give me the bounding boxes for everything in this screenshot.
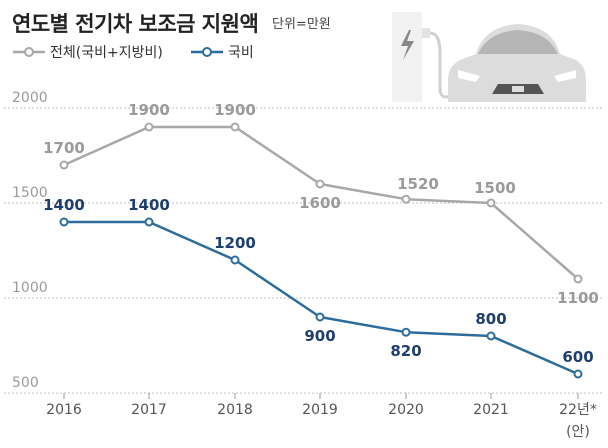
data-point	[573, 369, 583, 379]
data-label: 1900	[128, 101, 170, 119]
data-label: 800	[475, 310, 506, 328]
data-point	[401, 194, 411, 204]
y-tick-label: 2000	[12, 90, 48, 106]
legend-marker-total	[13, 47, 45, 57]
data-point	[144, 217, 154, 227]
data-point	[486, 331, 496, 341]
legend-item-national: 국비	[190, 42, 254, 62]
y-tick-label: 500	[12, 375, 39, 391]
data-label: 900	[304, 327, 335, 345]
data-point	[573, 274, 583, 284]
data-label: 1900	[214, 101, 256, 119]
data-label: 1520	[397, 175, 439, 193]
electric-car-charging-icon	[392, 12, 586, 102]
x-tick-label: 2017	[131, 402, 167, 418]
data-label: 1500	[474, 179, 516, 197]
chart-title: 연도별 전기차 보조금 지원액	[12, 12, 259, 36]
x-tick-label: 2020	[388, 402, 424, 418]
x-tick-label: 22년*	[559, 402, 597, 418]
data-label: 1700	[43, 139, 85, 157]
unit-label: 단위=만원	[272, 17, 331, 32]
x-tick-label: 2021	[473, 402, 509, 418]
legend-label-national: 국비	[228, 45, 254, 61]
data-point	[144, 122, 154, 132]
data-label: 1200	[214, 234, 256, 252]
data-label: 1100	[557, 289, 599, 307]
data-label: 1600	[299, 194, 341, 212]
data-point	[230, 255, 240, 265]
data-point	[315, 179, 325, 189]
data-label: 820	[390, 342, 421, 360]
data-point	[401, 327, 411, 337]
legend-label-total: 전체(국비+지방비)	[50, 45, 163, 61]
y-tick-label: 1000	[12, 280, 48, 296]
data-point	[59, 217, 69, 227]
x-tick-label: 2018	[217, 402, 253, 418]
x-tick-label: 2019	[302, 402, 338, 418]
x-tick-sublabel: (안)	[566, 424, 590, 440]
legend-marker-national	[191, 47, 223, 57]
y-tick-label: 1500	[12, 185, 48, 201]
x-tick-label: 2016	[46, 402, 82, 418]
data-point	[230, 122, 240, 132]
data-point	[486, 198, 496, 208]
data-point	[59, 160, 69, 170]
data-label: 600	[562, 348, 593, 366]
data-label: 1400	[43, 196, 85, 214]
data-point	[315, 312, 325, 322]
data-label: 1400	[128, 196, 170, 214]
legend-item-total: 전체(국비+지방비)	[12, 42, 163, 62]
